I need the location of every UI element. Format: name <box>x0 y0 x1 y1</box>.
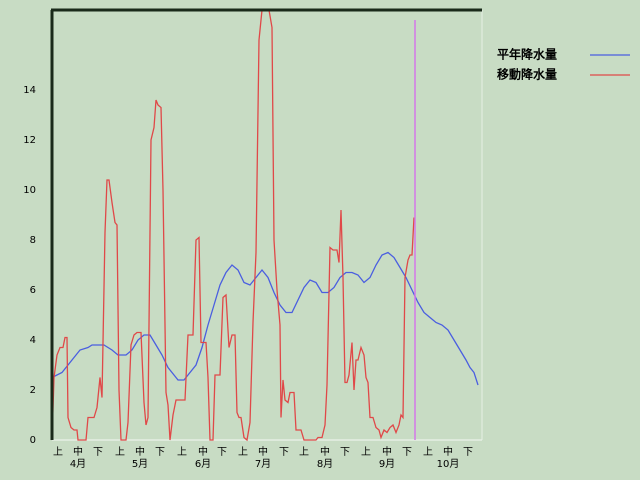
x-tick-label: 下 <box>340 447 350 458</box>
legend-label: 平年降水量 <box>497 47 557 62</box>
y-tick-label: 10 <box>23 185 36 196</box>
x-tick-label: 中 <box>73 445 83 458</box>
x-tick-label: 下 <box>279 447 289 458</box>
month-label: 9月 <box>379 458 395 470</box>
y-tick-label: 6 <box>30 285 36 296</box>
x-tick-label: 下 <box>217 447 227 458</box>
x-tick-label: 下 <box>93 447 103 458</box>
month-label: 8月 <box>317 458 333 470</box>
x-tick-label: 中 <box>135 445 145 458</box>
x-tick-label: 上 <box>115 446 125 458</box>
y-tick-label: 0 <box>30 435 36 446</box>
month-label: 4月 <box>70 458 86 470</box>
x-tick-label: 上 <box>299 446 309 458</box>
x-tick-label: 中 <box>382 445 392 458</box>
x-tick-label: 中 <box>443 445 453 458</box>
x-tick-label: 上 <box>361 446 371 458</box>
y-tick-label: 14 <box>23 85 36 96</box>
month-label: 10月 <box>437 458 460 470</box>
series-line <box>51 251 479 386</box>
x-tick-label: 中 <box>320 445 330 458</box>
month-label: 6月 <box>195 458 211 470</box>
x-tick-label: 中 <box>258 445 268 458</box>
x-tick-label: 中 <box>198 445 208 458</box>
y-tick-label: 2 <box>30 385 36 396</box>
x-tick-label: 下 <box>155 447 165 458</box>
series-line <box>51 9 415 442</box>
x-tick-label: 上 <box>177 446 187 458</box>
x-tick-label: 上 <box>423 446 433 458</box>
legend-label: 移動降水量 <box>497 67 557 82</box>
y-tick-label: 12 <box>23 135 36 146</box>
month-label: 7月 <box>255 458 271 470</box>
x-tick-label: 下 <box>463 447 473 458</box>
y-tick-label: 4 <box>30 335 36 346</box>
x-tick-label: 下 <box>402 447 412 458</box>
y-tick-label: 8 <box>30 235 36 246</box>
x-tick-label: 上 <box>53 446 63 458</box>
month-label: 5月 <box>132 458 148 470</box>
x-tick-label: 上 <box>238 446 248 458</box>
